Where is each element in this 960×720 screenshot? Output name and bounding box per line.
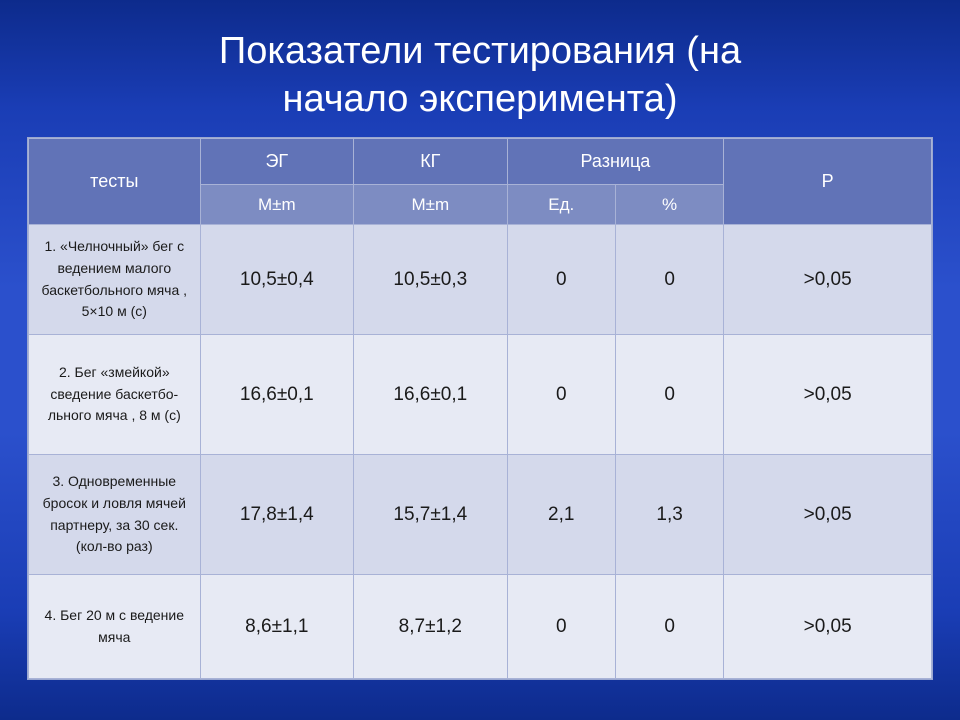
results-table-container: тесты ЭГ КГ Разница Р M±m M±m Ед. % 1. «…: [27, 137, 933, 680]
table-row: 2. Бег «змейкой» сведение баскетбо-льног…: [29, 335, 932, 455]
cell-p: >0,05: [724, 335, 932, 455]
th-ed: Ед.: [507, 185, 615, 225]
table-row: 3. Одновременные бросок и ловля мячей па…: [29, 455, 932, 575]
cell-eg: 17,8±1,4: [200, 455, 354, 575]
title-line-1: Показатели тестирования (на: [219, 30, 741, 72]
cell-label: 2. Бег «змейкой» сведение баскетбо-льног…: [29, 335, 201, 455]
cell-p: >0,05: [724, 575, 932, 679]
th-p: Р: [724, 139, 932, 225]
cell-kg: 15,7±1,4: [354, 455, 508, 575]
cell-label: 1. «Челночный» бег с ведением малого бас…: [29, 225, 201, 335]
cell-eg: 10,5±0,4: [200, 225, 354, 335]
th-mm-eg: M±m: [200, 185, 354, 225]
table-row: 4. Бег 20 м с ведение мяча 8,6±1,1 8,7±1…: [29, 575, 932, 679]
cell-ed: 0: [507, 335, 615, 455]
title-line-2: начало эксперимента): [282, 78, 677, 120]
cell-eg: 8,6±1,1: [200, 575, 354, 679]
cell-pct: 1,3: [615, 455, 723, 575]
cell-ed: 2,1: [507, 455, 615, 575]
cell-pct: 0: [615, 575, 723, 679]
cell-p: >0,05: [724, 225, 932, 335]
th-diff: Разница: [507, 139, 724, 185]
cell-kg: 16,6±0,1: [354, 335, 508, 455]
cell-eg: 16,6±0,1: [200, 335, 354, 455]
cell-label: 4. Бег 20 м с ведение мяча: [29, 575, 201, 679]
cell-p: >0,05: [724, 455, 932, 575]
th-eg: ЭГ: [200, 139, 354, 185]
table-row: 1. «Челночный» бег с ведением малого бас…: [29, 225, 932, 335]
cell-pct: 0: [615, 335, 723, 455]
cell-kg: 10,5±0,3: [354, 225, 508, 335]
th-pct: %: [615, 185, 723, 225]
cell-label: 3. Одновременные бросок и ловля мячей па…: [29, 455, 201, 575]
cell-kg: 8,7±1,2: [354, 575, 508, 679]
th-kg: КГ: [354, 139, 508, 185]
header-row-1: тесты ЭГ КГ Разница Р: [29, 139, 932, 185]
results-table: тесты ЭГ КГ Разница Р M±m M±m Ед. % 1. «…: [28, 138, 932, 679]
th-mm-kg: M±m: [354, 185, 508, 225]
slide: Показатели тестирования (на начало экспе…: [0, 0, 960, 720]
cell-ed: 0: [507, 575, 615, 679]
cell-pct: 0: [615, 225, 723, 335]
slide-title: Показатели тестирования (на начало экспе…: [219, 28, 741, 123]
cell-ed: 0: [507, 225, 615, 335]
th-tests: тесты: [29, 139, 201, 225]
table-body: 1. «Челночный» бег с ведением малого бас…: [29, 225, 932, 679]
